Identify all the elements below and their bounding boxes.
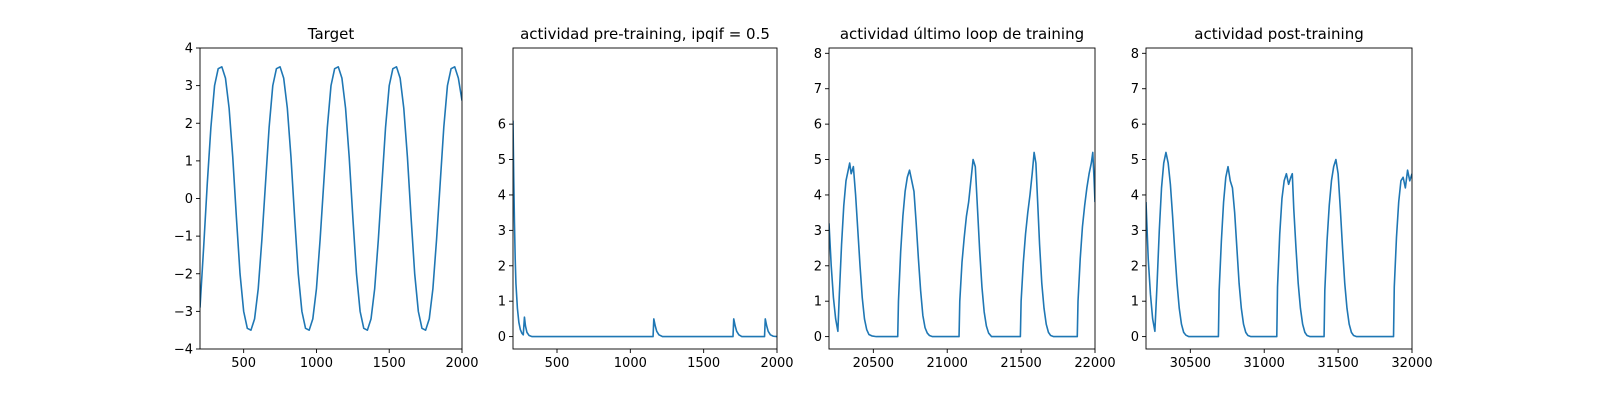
x-tick-label: 1500 <box>373 356 406 371</box>
y-tick-label: −2 <box>174 267 193 282</box>
x-tick-label: 500 <box>545 356 570 371</box>
axes-frame <box>512 47 778 350</box>
x-tick-label: 2000 <box>445 356 478 371</box>
x-tick-label: 31500 <box>1317 356 1358 371</box>
y-tick-label: 0 <box>498 330 506 345</box>
series-line-1 <box>829 151 1095 338</box>
chart-panel-2: 500 1000 1500 2000 0 1 2 3 4 5 6 actividad pre-trai… <box>498 25 794 371</box>
y-tick-label: 5 <box>814 153 822 168</box>
y-tick-label: 3 <box>185 79 193 94</box>
x-tick-label: 1500 <box>687 356 720 371</box>
chart-panel-1: 500 1000 1500 2000 −4 −3 −2 −1 0 1 2 3 4 Target <box>174 25 479 371</box>
series-line-1 <box>200 66 462 331</box>
y-tick-label: 1 <box>185 154 193 169</box>
chart-title: actividad último loop de training <box>840 25 1084 43</box>
y-tick-label: 6 <box>498 118 506 133</box>
y-tick-label: 4 <box>498 188 506 203</box>
y-tick-label: 5 <box>1131 153 1139 168</box>
y-tick-label: 0 <box>1131 330 1139 345</box>
y-tick-label: −1 <box>174 230 193 245</box>
y-tick-label: 2 <box>185 117 193 132</box>
y-tick-label: −3 <box>174 305 193 320</box>
x-tick-label: 32000 <box>1391 356 1432 371</box>
y-tick-label: 6 <box>814 118 822 133</box>
axes-frame <box>828 47 1096 350</box>
y-tick-label: 6 <box>1131 118 1139 133</box>
y-tick-label: 4 <box>185 42 193 57</box>
chart-panel-4: 30500 31000 31500 32000 0 1 2 3 4 5 6 7 8 actividad p… <box>1131 25 1433 371</box>
chart-panel-3: 20500 21000 21500 22000 0 1 2 3 4 5 6 7 8 actividad ú… <box>814 25 1116 371</box>
x-tick-label: 21500 <box>1000 356 1041 371</box>
chart-title: actividad post-training <box>1194 25 1363 43</box>
axes-frame <box>1145 47 1413 350</box>
x-tick-label: 1000 <box>614 356 647 371</box>
y-tick-label: 8 <box>1131 47 1139 62</box>
y-tick-label: 5 <box>498 153 506 168</box>
x-tick-label: 1000 <box>300 356 333 371</box>
y-tick-label: 1 <box>814 295 822 310</box>
y-tick-label: 3 <box>814 224 822 239</box>
y-tick-label: 3 <box>1131 224 1139 239</box>
y-tick-label: 7 <box>1131 82 1139 97</box>
y-tick-label: 3 <box>498 224 506 239</box>
x-tick-label: 500 <box>231 356 256 371</box>
series-line-1 <box>1146 151 1412 338</box>
y-tick-label: 8 <box>814 47 822 62</box>
y-tick-label: 1 <box>1131 295 1139 310</box>
y-tick-label: −4 <box>174 343 193 358</box>
y-tick-label: 2 <box>1131 259 1139 274</box>
x-tick-label: 30500 <box>1170 356 1211 371</box>
y-tick-label: 0 <box>814 330 822 345</box>
y-tick-label: 7 <box>814 82 822 97</box>
x-tick-label: 2000 <box>760 356 793 371</box>
series-line-1 <box>513 120 777 338</box>
y-tick-label: 4 <box>1131 188 1139 203</box>
x-tick-label: 20500 <box>853 356 894 371</box>
x-tick-label: 31000 <box>1244 356 1285 371</box>
chart-title: Target <box>307 25 355 43</box>
y-tick-label: 2 <box>814 259 822 274</box>
y-tick-label: 0 <box>185 192 193 207</box>
y-tick-label: 2 <box>498 259 506 274</box>
x-tick-label: 22000 <box>1074 356 1115 371</box>
x-tick-label: 21000 <box>927 356 968 371</box>
chart-title: actividad pre-training, ipqif = 0.5 <box>520 25 770 43</box>
y-tick-label: 1 <box>498 295 506 310</box>
y-tick-label: 4 <box>814 188 822 203</box>
